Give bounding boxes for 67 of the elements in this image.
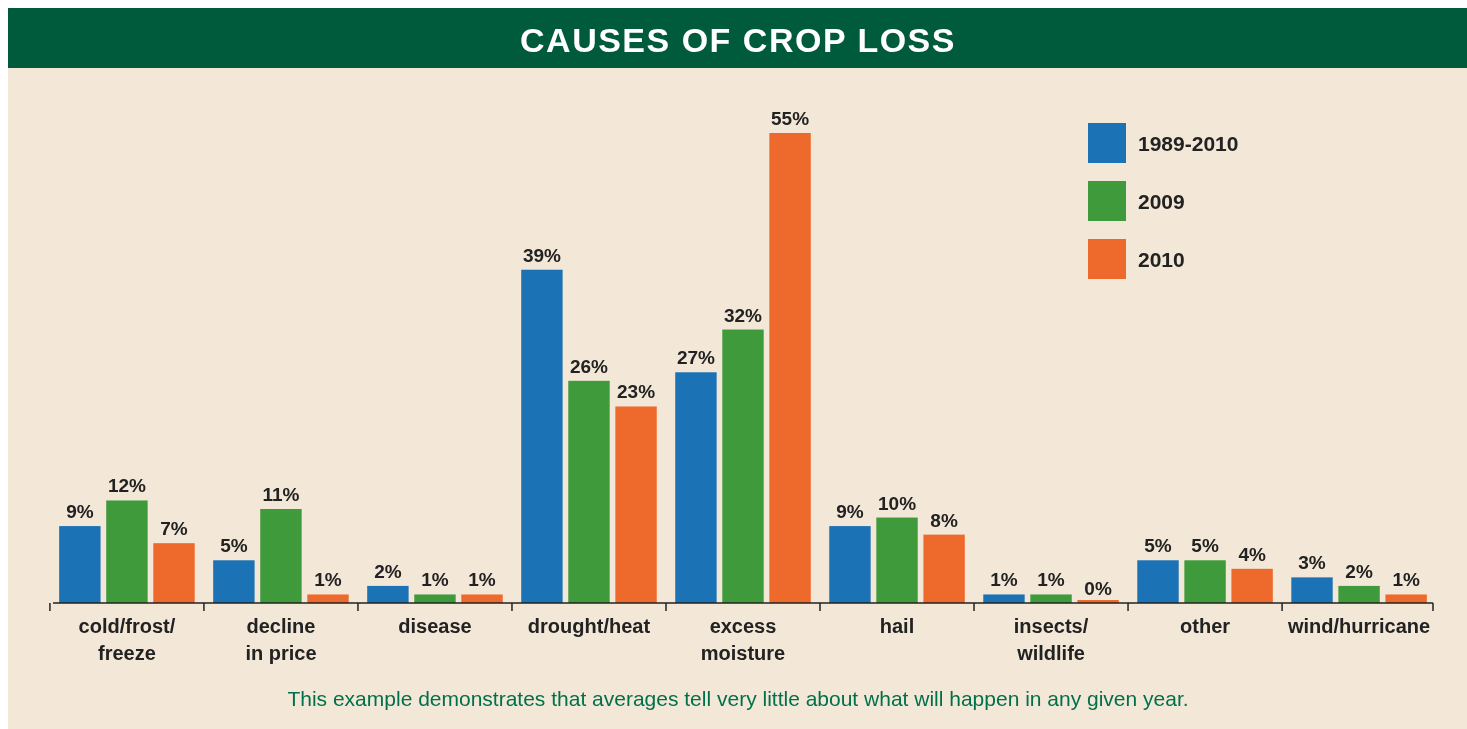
data-label: 55% [771, 108, 810, 129]
bar [615, 406, 657, 603]
bar [260, 509, 302, 603]
x-tick-label: other [1180, 615, 1231, 637]
x-tick-label: insects/ wildlife [1013, 615, 1089, 664]
text: This example demonstrates that averages tell very little about what will happen in any given year. [287, 687, 1189, 710]
data-label: 1% [314, 569, 342, 591]
bar [1137, 560, 1179, 603]
bar [106, 500, 148, 603]
data-label: 7% [160, 518, 188, 540]
data-label: 5% [1144, 535, 1172, 557]
bar [367, 585, 409, 603]
data-label: 1% [421, 569, 449, 591]
bar [1030, 594, 1072, 603]
x-tick-label: decline in price [245, 615, 317, 664]
data-label: 9% [66, 501, 94, 523]
data-label: 23% [617, 381, 656, 403]
data-label: 1% [1037, 569, 1065, 591]
data-label: 5% [1191, 535, 1219, 557]
data-label: 1% [990, 569, 1018, 591]
bar [59, 526, 101, 603]
bar [568, 380, 610, 603]
data-label: 2% [1345, 560, 1373, 582]
x-tick-label: wind/hurricane [1286, 615, 1431, 637]
bar [1184, 560, 1226, 603]
bar [1231, 568, 1273, 603]
bar [213, 560, 255, 603]
bar [521, 269, 563, 603]
data-label: 9% [836, 501, 864, 523]
bar [923, 534, 965, 603]
bar [414, 594, 456, 603]
data-label: 26% [569, 355, 609, 377]
bar [829, 526, 871, 603]
data-label: 27% [676, 347, 716, 369]
data-label: 8% [930, 509, 958, 531]
bar [307, 594, 349, 603]
bar [722, 329, 764, 603]
legend-label: 2009 [1138, 190, 1185, 213]
data-label: 2% [374, 560, 402, 582]
bar [1385, 594, 1427, 603]
bar [153, 543, 195, 603]
data-label: 1% [1392, 569, 1420, 591]
x-tick-label: drought/heat [527, 615, 651, 637]
bar [769, 133, 811, 603]
legend-label: 1989-2010 [1138, 132, 1239, 155]
x-tick-label: disease [398, 615, 472, 637]
bar [461, 594, 503, 603]
bar [983, 594, 1025, 603]
data-label: 5% [220, 535, 248, 557]
data-label: 1% [468, 569, 496, 591]
data-label: 3% [1298, 552, 1326, 574]
legend-label: 2010 [1138, 248, 1185, 271]
x-tick-label: excess moisture [700, 615, 786, 664]
data-label: 32% [723, 304, 763, 326]
data-label: 39% [522, 244, 562, 266]
data-label: 11% [262, 484, 300, 505]
data-label: 4% [1238, 543, 1266, 565]
bar [675, 372, 717, 603]
x-tick-label: hail [879, 615, 915, 637]
data-label: 0% [1084, 578, 1112, 599]
bar [1338, 585, 1380, 603]
chart-title: CAUSES OF CROP LOSS [520, 21, 956, 59]
x-tick-label: cold/frost/ freeze [78, 615, 176, 664]
bar [1291, 577, 1333, 603]
data-label: 10% [878, 492, 917, 514]
bar [876, 517, 918, 603]
data-label: 12% [107, 475, 147, 497]
